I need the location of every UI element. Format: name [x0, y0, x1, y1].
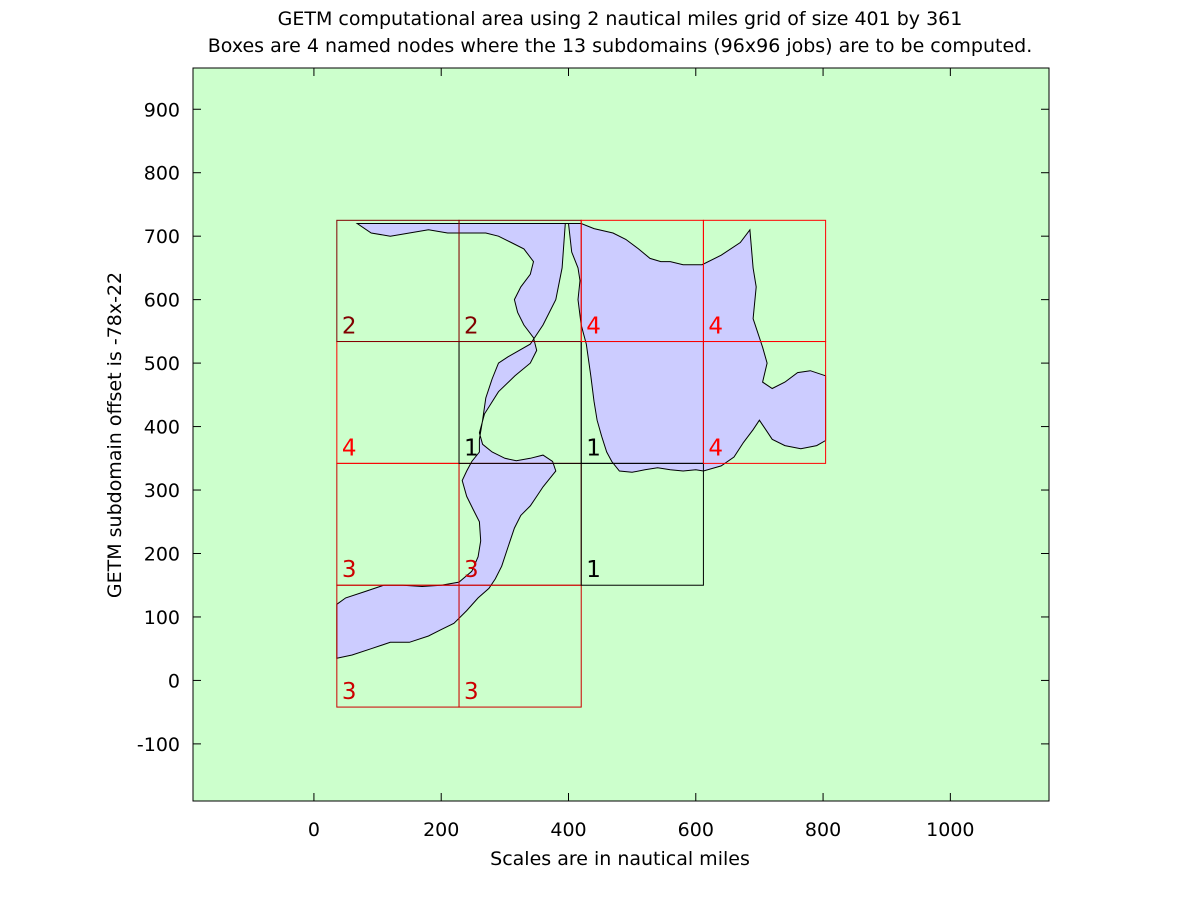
subdomain-node-label-1: 3	[464, 679, 479, 705]
y-tick-label-9: 800	[144, 163, 180, 185]
subdomain-node-label-6: 1	[464, 435, 479, 461]
subdomain-node-label-7: 1	[586, 435, 601, 461]
x-tick-label-1: 200	[423, 819, 459, 841]
x-tick-label-4: 800	[805, 819, 841, 841]
y-tick-label-7: 600	[144, 290, 180, 312]
subdomain-node-label-9: 2	[342, 314, 357, 340]
y-tick-label-4: 300	[144, 480, 180, 502]
subdomain-node-label-10: 2	[464, 314, 479, 340]
subdomain-node-label-8: 4	[708, 435, 723, 461]
subdomain-node-label-11: 4	[586, 314, 601, 340]
x-tick-label-2: 400	[550, 819, 586, 841]
x-axis-label: Scales are in nautical miles	[490, 848, 750, 870]
y-axis-label: GETM subdomain offset is -78x-22	[104, 272, 126, 598]
y-tick-label-2: 100	[144, 607, 180, 629]
subdomain-boxes: 3 3 3 3 1 4 1 1 4 2 2 4 4	[336, 219, 827, 708]
subdomain-node-label-5: 4	[342, 435, 357, 461]
y-tick-label-0: -100	[137, 734, 180, 756]
y-tick-label-10: 900	[144, 99, 180, 121]
chart-title: GETM computational area using 2 nautical…	[278, 8, 963, 30]
y-tick-label-5: 400	[144, 417, 180, 439]
y-tick-label-6: 500	[144, 353, 180, 375]
y-axis-ticks: -100 0 100 200 300 400 500 600 700 800 900	[137, 99, 1049, 756]
y-tick-label-8: 700	[144, 226, 180, 248]
x-tick-label-3: 600	[678, 819, 714, 841]
x-tick-label-5: 1000	[926, 819, 974, 841]
subdomain-node-label-3: 3	[464, 557, 479, 583]
subdomain-node-label-4: 1	[586, 557, 601, 583]
subdomain-node-label-12: 4	[708, 314, 723, 340]
plot-frame	[192, 67, 1050, 802]
x-tick-label-0: 0	[308, 819, 320, 841]
subdomain-node-label-0: 3	[342, 679, 357, 705]
x-axis-ticks: 0 200 400 600 800 1000	[308, 68, 975, 841]
subdomain-box-12	[702, 219, 827, 343]
y-tick-label-3: 200	[144, 543, 180, 565]
plot-area: 3 3 3 3 1 4 1 1 4 2 2 4 4	[192, 67, 1050, 802]
subdomain-node-label-2: 3	[342, 557, 357, 583]
chart-subtitle: Boxes are 4 named nodes where the 13 sub…	[208, 35, 1032, 57]
y-tick-label-1: 0	[168, 670, 180, 692]
